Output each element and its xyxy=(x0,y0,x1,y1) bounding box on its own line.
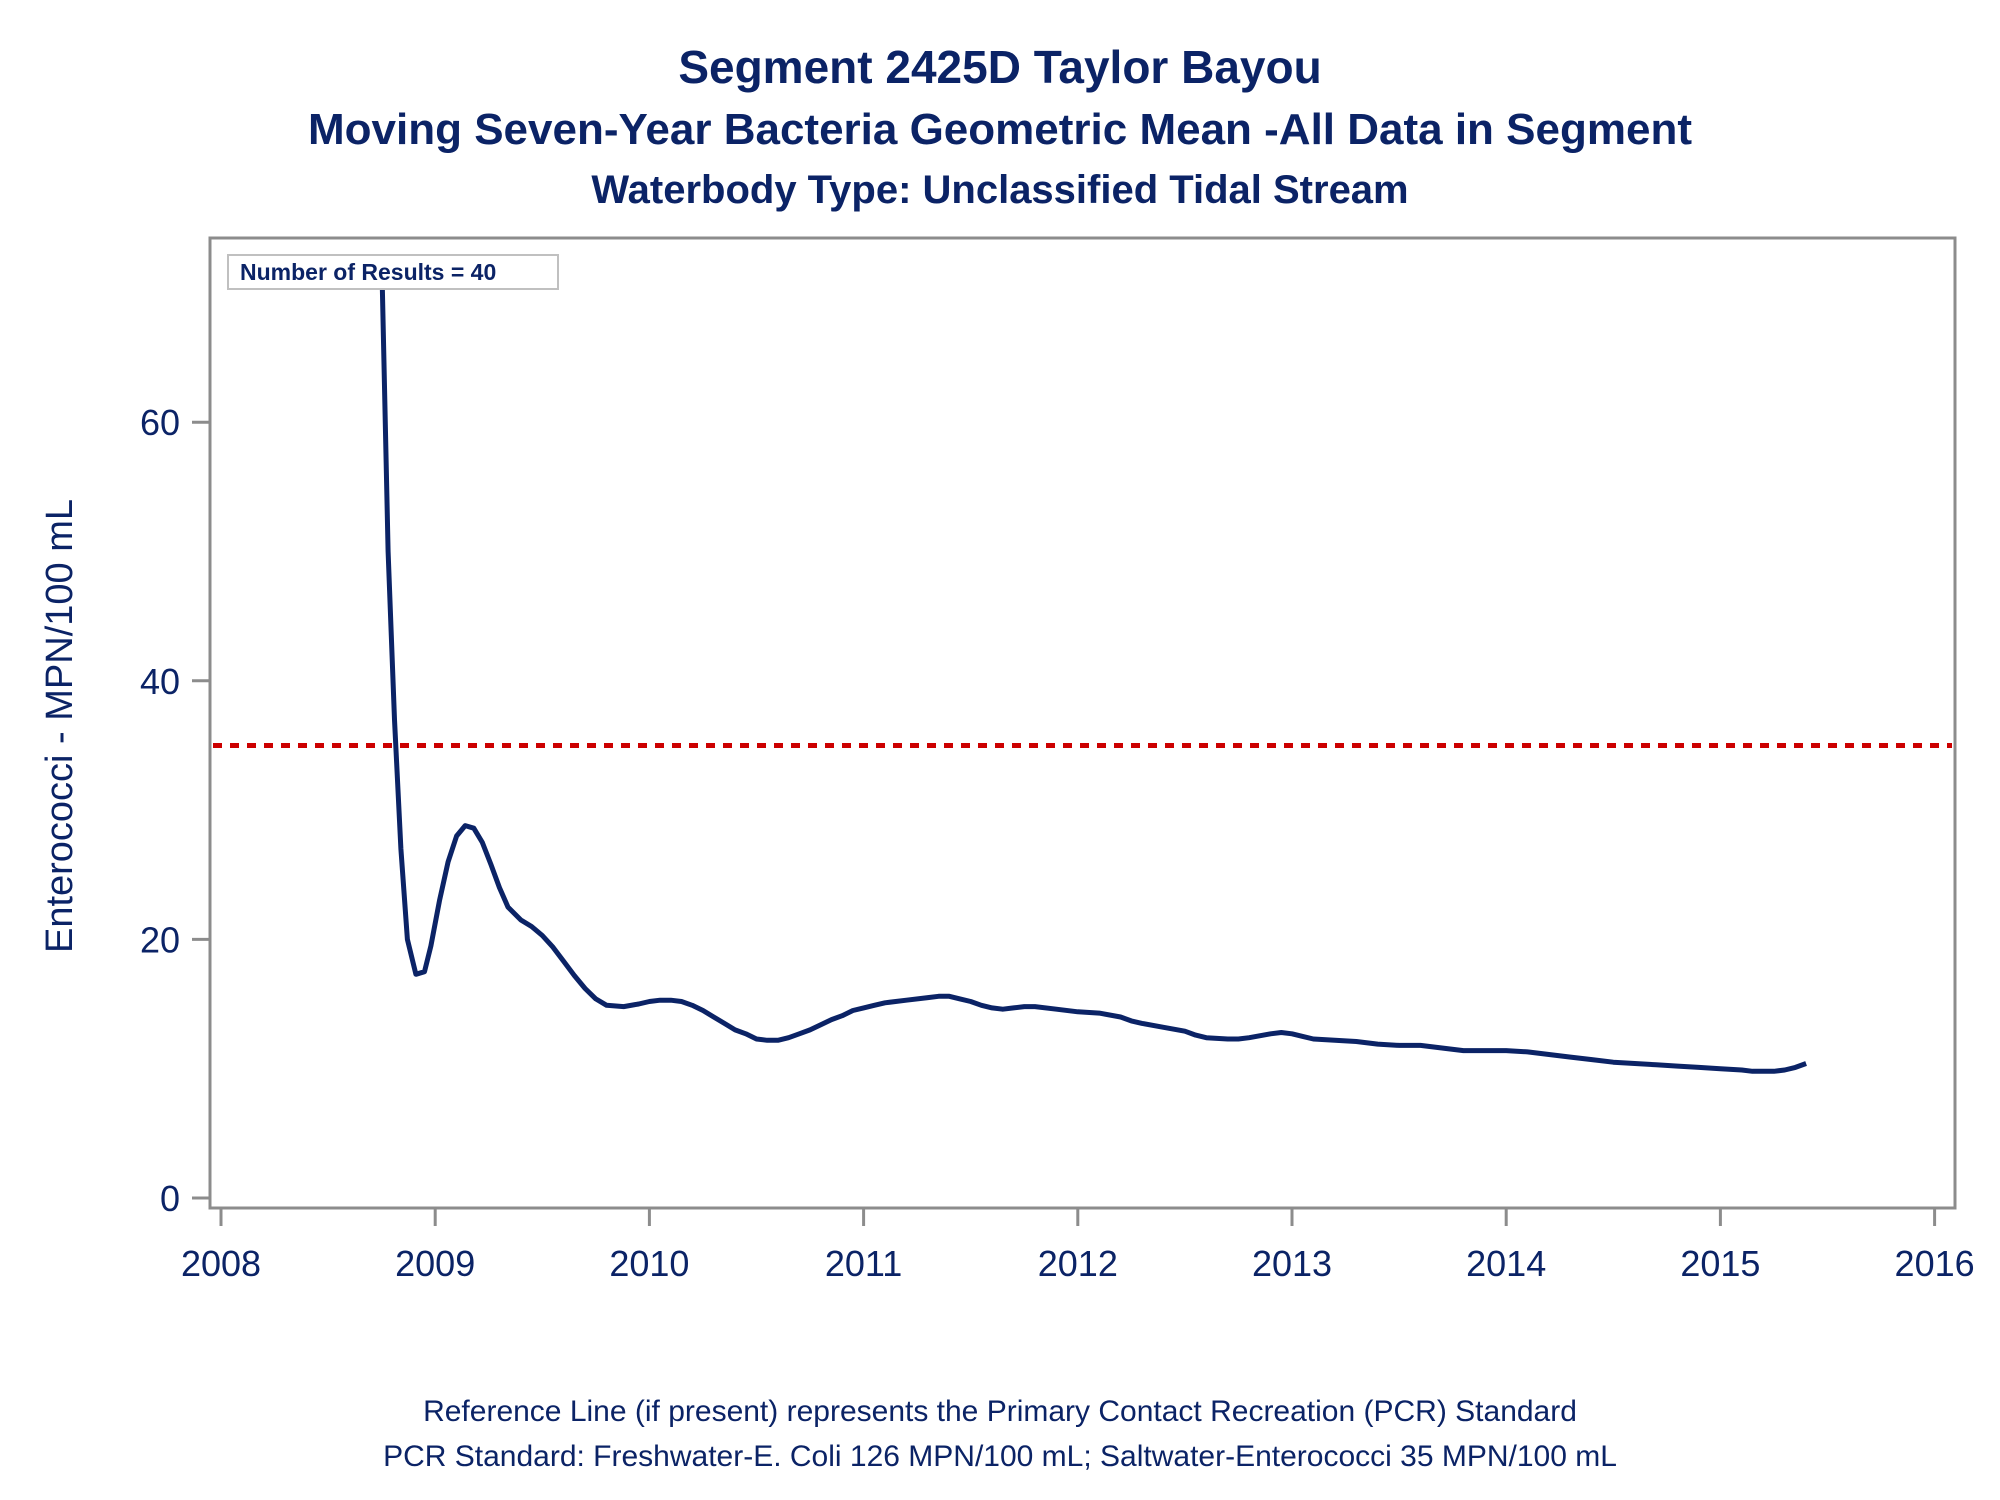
plot-frame xyxy=(208,236,1957,1210)
result-count-box xyxy=(227,254,559,290)
result-count-label: Number of Results = 40 xyxy=(240,259,496,285)
x-tick-label: 2008 xyxy=(181,1243,261,1284)
x-tick-label: 2014 xyxy=(1466,1243,1546,1284)
x-tick-label: 2011 xyxy=(825,1243,902,1284)
waterbody-type-label: Waterbody Type: Unclassified Tidal Strea… xyxy=(591,168,1409,212)
x-tick-label: 2016 xyxy=(1895,1243,1975,1284)
geometric-mean-line xyxy=(379,254,1807,1074)
y-tick-label: 20 xyxy=(140,919,180,960)
y-tick-label: 40 xyxy=(140,661,180,702)
y-tick-label: 60 xyxy=(140,402,180,443)
x-tick-label: 2009 xyxy=(395,1243,475,1284)
footnote-reference-line: Reference Line (if present) represents t… xyxy=(423,1395,1577,1428)
x-tick-label: 2012 xyxy=(1038,1243,1118,1284)
chart-subtitle: Moving Seven-Year Bacteria Geometric Mea… xyxy=(308,105,1692,154)
x-tick-label: 2010 xyxy=(609,1243,689,1284)
footnote-pcr-standard: PCR Standard: Freshwater-E. Coli 126 MPN… xyxy=(383,1440,1617,1473)
y-tick-label: 0 xyxy=(160,1178,180,1219)
x-tick-label: 2015 xyxy=(1680,1243,1760,1284)
x-tick-label: 2013 xyxy=(1252,1243,1332,1284)
chart-title: Segment 2425D Taylor Bayou xyxy=(678,41,1322,93)
y-axis-label: Enterococci - MPN/100 mL xyxy=(39,499,81,953)
x-axis: 2008 2009 2010 2011 2012 2013 2014 2015 2016 xyxy=(181,1208,1975,1284)
y-axis: 0 20 40 60 xyxy=(140,402,210,1219)
